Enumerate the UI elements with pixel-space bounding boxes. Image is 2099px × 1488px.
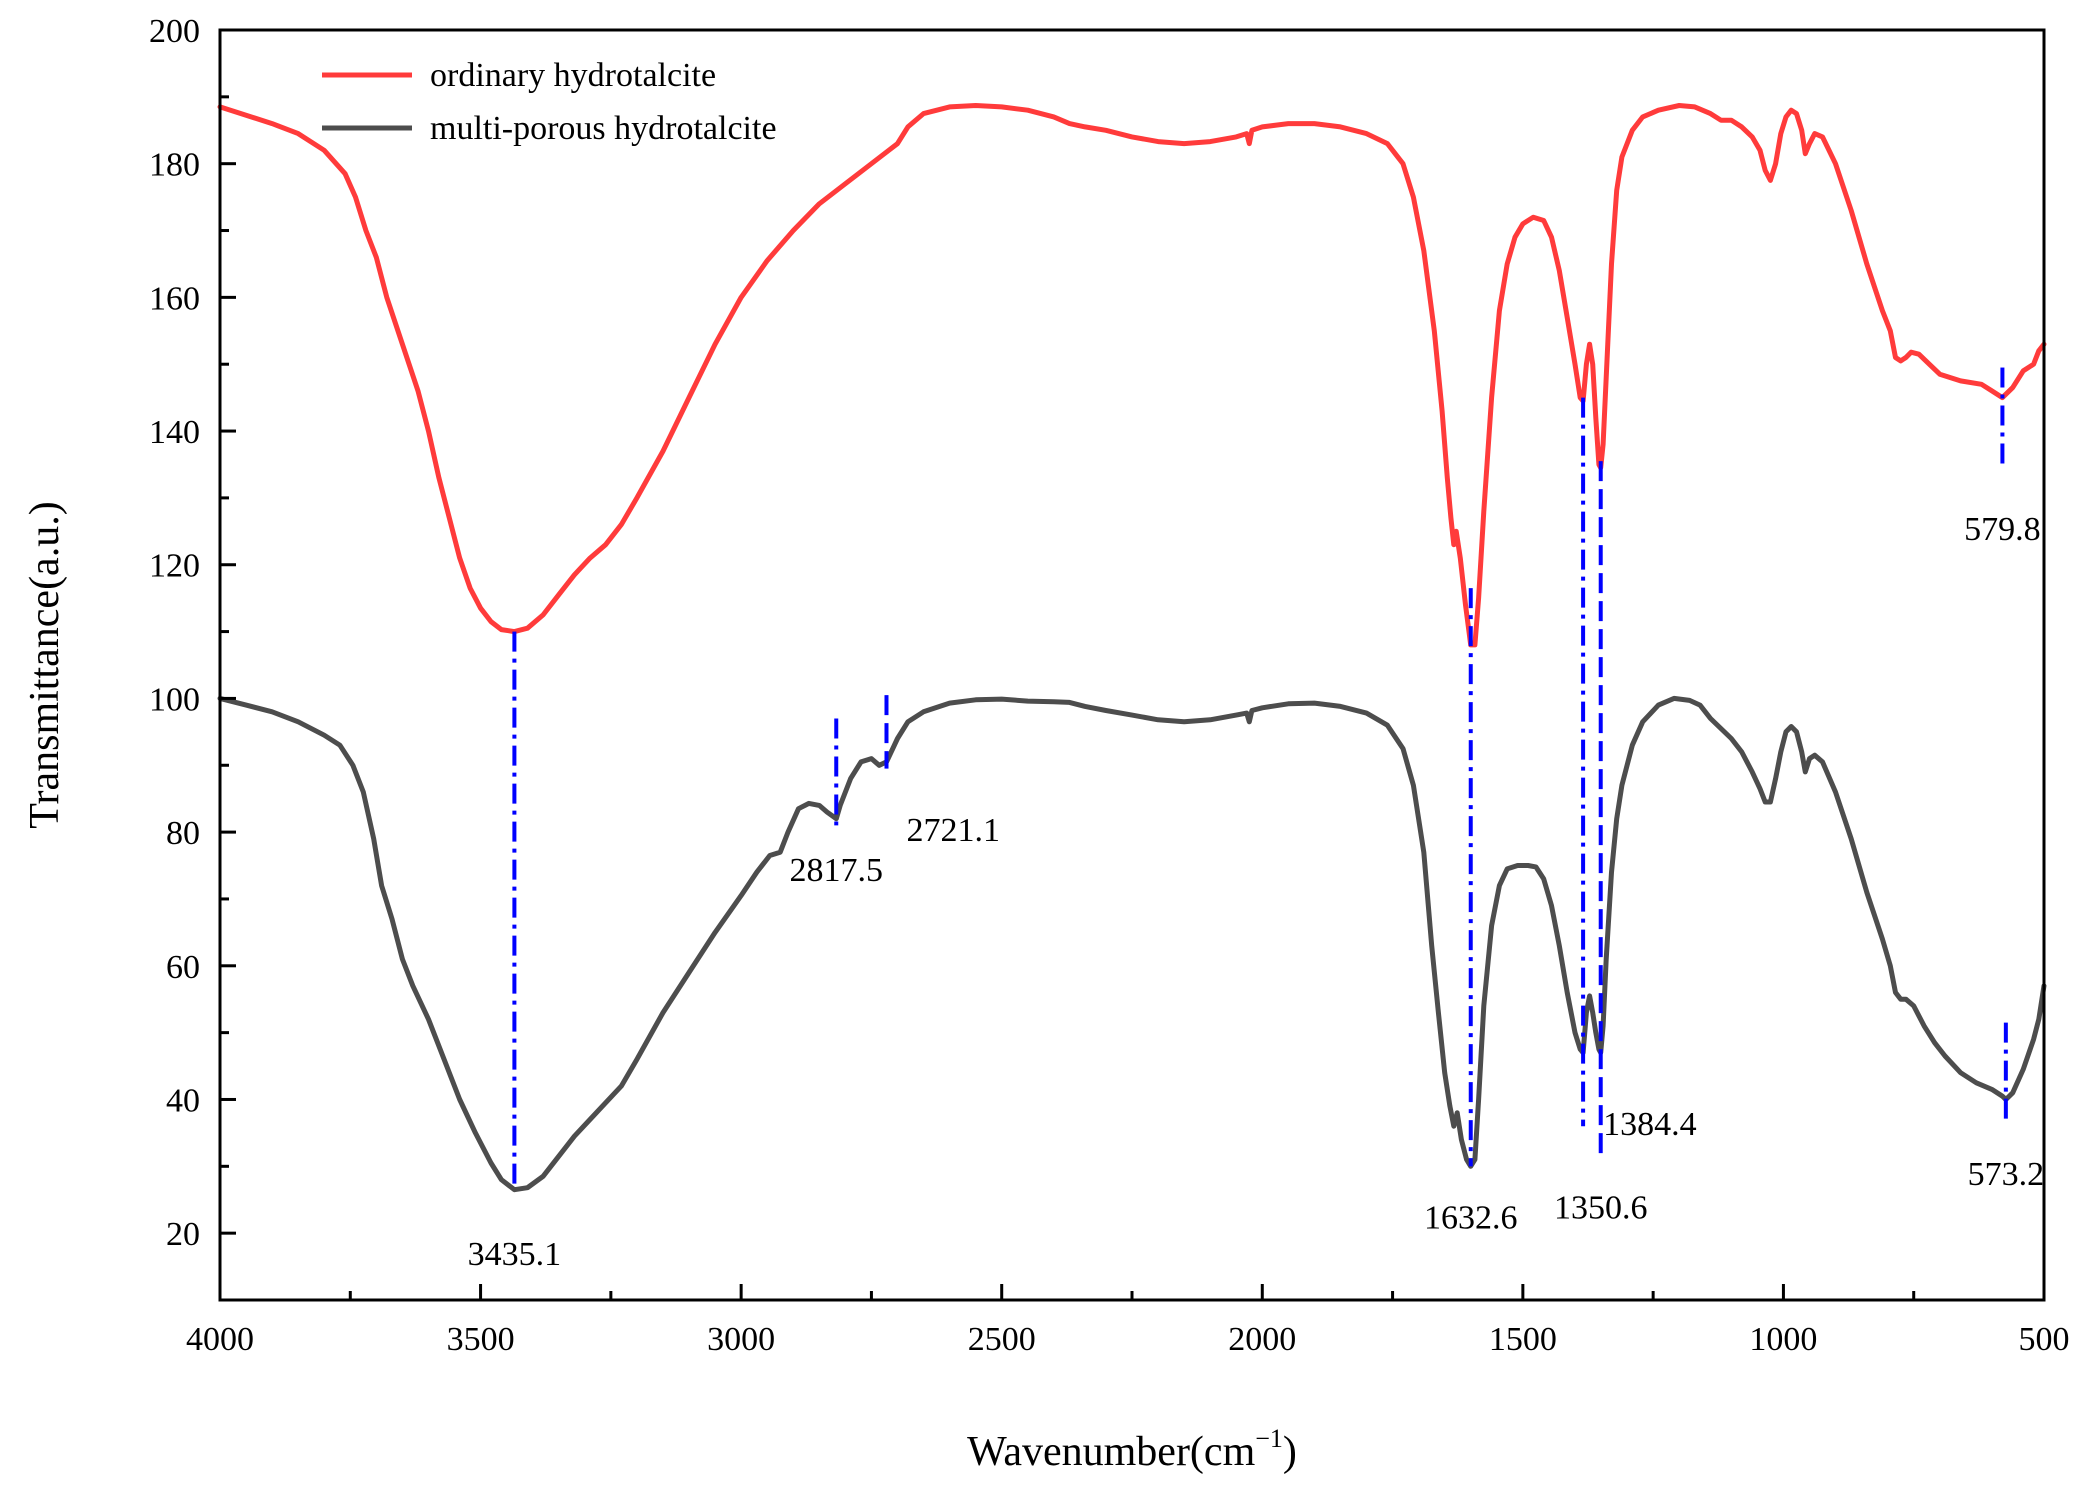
plot-frame [218,28,2046,1302]
peak-label-1632.6: 1632.6 [1424,1199,1518,1236]
annotation-layer: 3435.1 2817.5 2721.1 1632.6 1384.4 1350.6 579.… [468,367,2045,1273]
x-tick-label: 3000 [707,1321,775,1358]
y-tick-label: 160 [149,280,200,317]
x-axis-title-superscript: −1 [1255,1424,1283,1453]
y-tick-label: 80 [166,815,200,852]
axis-layer: 4000 3500 3000 2500 2000 1500 1000 500 20 40 60 80 1… [149,13,2070,1358]
y-tick-label: 180 [149,147,200,184]
y-tick-label: 20 [166,1216,200,1253]
y-tick-label: 120 [149,548,200,585]
x-tick-label: 3500 [447,1321,515,1358]
peak-label-2721.1: 2721.1 [906,812,1000,849]
y-tick-label: 40 [166,1082,200,1119]
x-tick-label: 2500 [968,1321,1036,1358]
legend-label-multi-porous: multi-porous hydrotalcite [430,110,777,147]
x-axis-title-close: ) [1283,1429,1297,1475]
legend: ordinary hydrotalcite multi-porous hydrot… [322,57,777,147]
legend-label-ordinary: ordinary hydrotalcite [430,57,716,94]
x-tick-label: 1000 [1749,1321,1817,1358]
y-axis-title: Transmittance(a.u.) [22,501,68,828]
peak-label-2817.5: 2817.5 [790,852,884,889]
y-tick-label: 60 [166,949,200,986]
x-axis-title-main: Wavenumber(cm [967,1429,1255,1475]
peak-label-1350.6: 1350.6 [1554,1189,1648,1226]
y-tick-label: 140 [149,414,200,451]
series-line-ordinary [217,103,2047,648]
x-tick-label: 2000 [1228,1321,1296,1358]
peak-label-579.8: 579.8 [1964,511,2041,548]
peak-label-1384.4: 1384.4 [1603,1106,1697,1143]
series-layer [217,103,2047,1193]
peak-label-3435.1: 3435.1 [468,1236,562,1273]
peak-label-573.2: 573.2 [1968,1156,2045,1193]
y-tick-label: 100 [149,681,200,718]
x-axis-title: Wavenumber(cm−1) [967,1424,1297,1475]
x-tick-label: 4000 [186,1321,254,1358]
y-tick-label: 200 [149,13,200,50]
series-line-multi-porous [217,695,2047,1193]
x-tick-label: 500 [2019,1321,2070,1358]
x-tick-label: 1500 [1489,1321,1557,1358]
